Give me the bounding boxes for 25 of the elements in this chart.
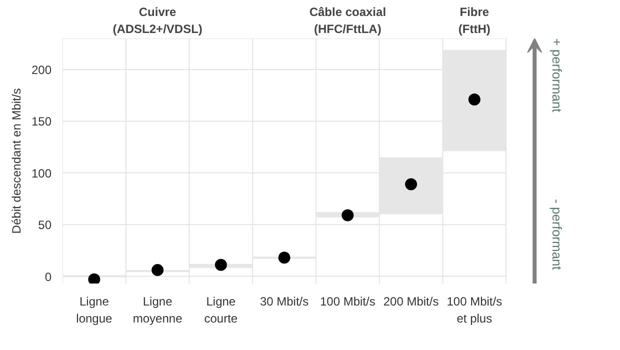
point xyxy=(214,258,227,271)
text: + performant xyxy=(549,38,564,113)
point xyxy=(468,94,480,106)
y-tick-label: 100 xyxy=(31,166,52,180)
point xyxy=(405,178,418,190)
x-tick-label: Ligne longue xyxy=(76,294,113,326)
point xyxy=(278,252,290,264)
y-tick-label: 150 xyxy=(31,114,52,129)
text: Fibre (FttH) xyxy=(458,5,490,36)
y-axis-title: Débit descendant en Mbit/s xyxy=(9,88,24,234)
x-tick-label: 100 Mbit/s et plus xyxy=(446,294,502,326)
text: Câble coaxial (HFC/FttLA) xyxy=(309,5,386,36)
point xyxy=(88,273,100,284)
x-tick-label: Ligne moyenne xyxy=(132,294,183,326)
y-tick-label: 0 xyxy=(44,270,52,284)
point xyxy=(342,209,354,222)
point xyxy=(152,264,164,276)
x-tick-label: 30 Mbit/s xyxy=(260,294,309,308)
x-tick-label: 100 Mbit/s xyxy=(320,294,376,308)
y-tick-label: 200 xyxy=(31,63,52,78)
x-tick-label: Ligne courte xyxy=(204,294,238,326)
y-tick-label: 50 xyxy=(38,218,52,232)
text: - performant xyxy=(549,199,564,270)
text: Cuivre (ADSL2+/VDSL) xyxy=(112,5,202,36)
x-tick-label: 200 Mbit/s xyxy=(383,294,439,308)
